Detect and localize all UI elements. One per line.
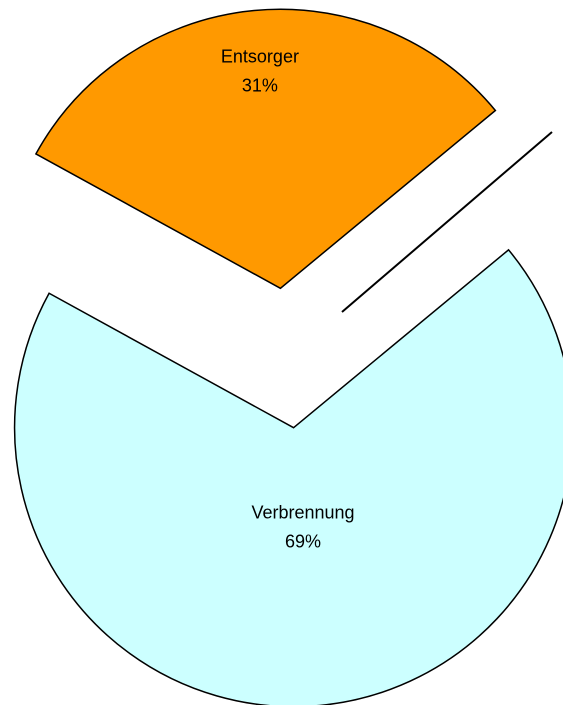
slice-value-label: 69% [285,531,321,551]
pie-slice [13,248,563,705]
pie-slice [34,8,497,290]
slice-label: Verbrennung [251,502,354,522]
slice-label: Entsorger [221,46,299,66]
leader-line [341,131,553,313]
slice-value-label: 31% [242,75,278,95]
